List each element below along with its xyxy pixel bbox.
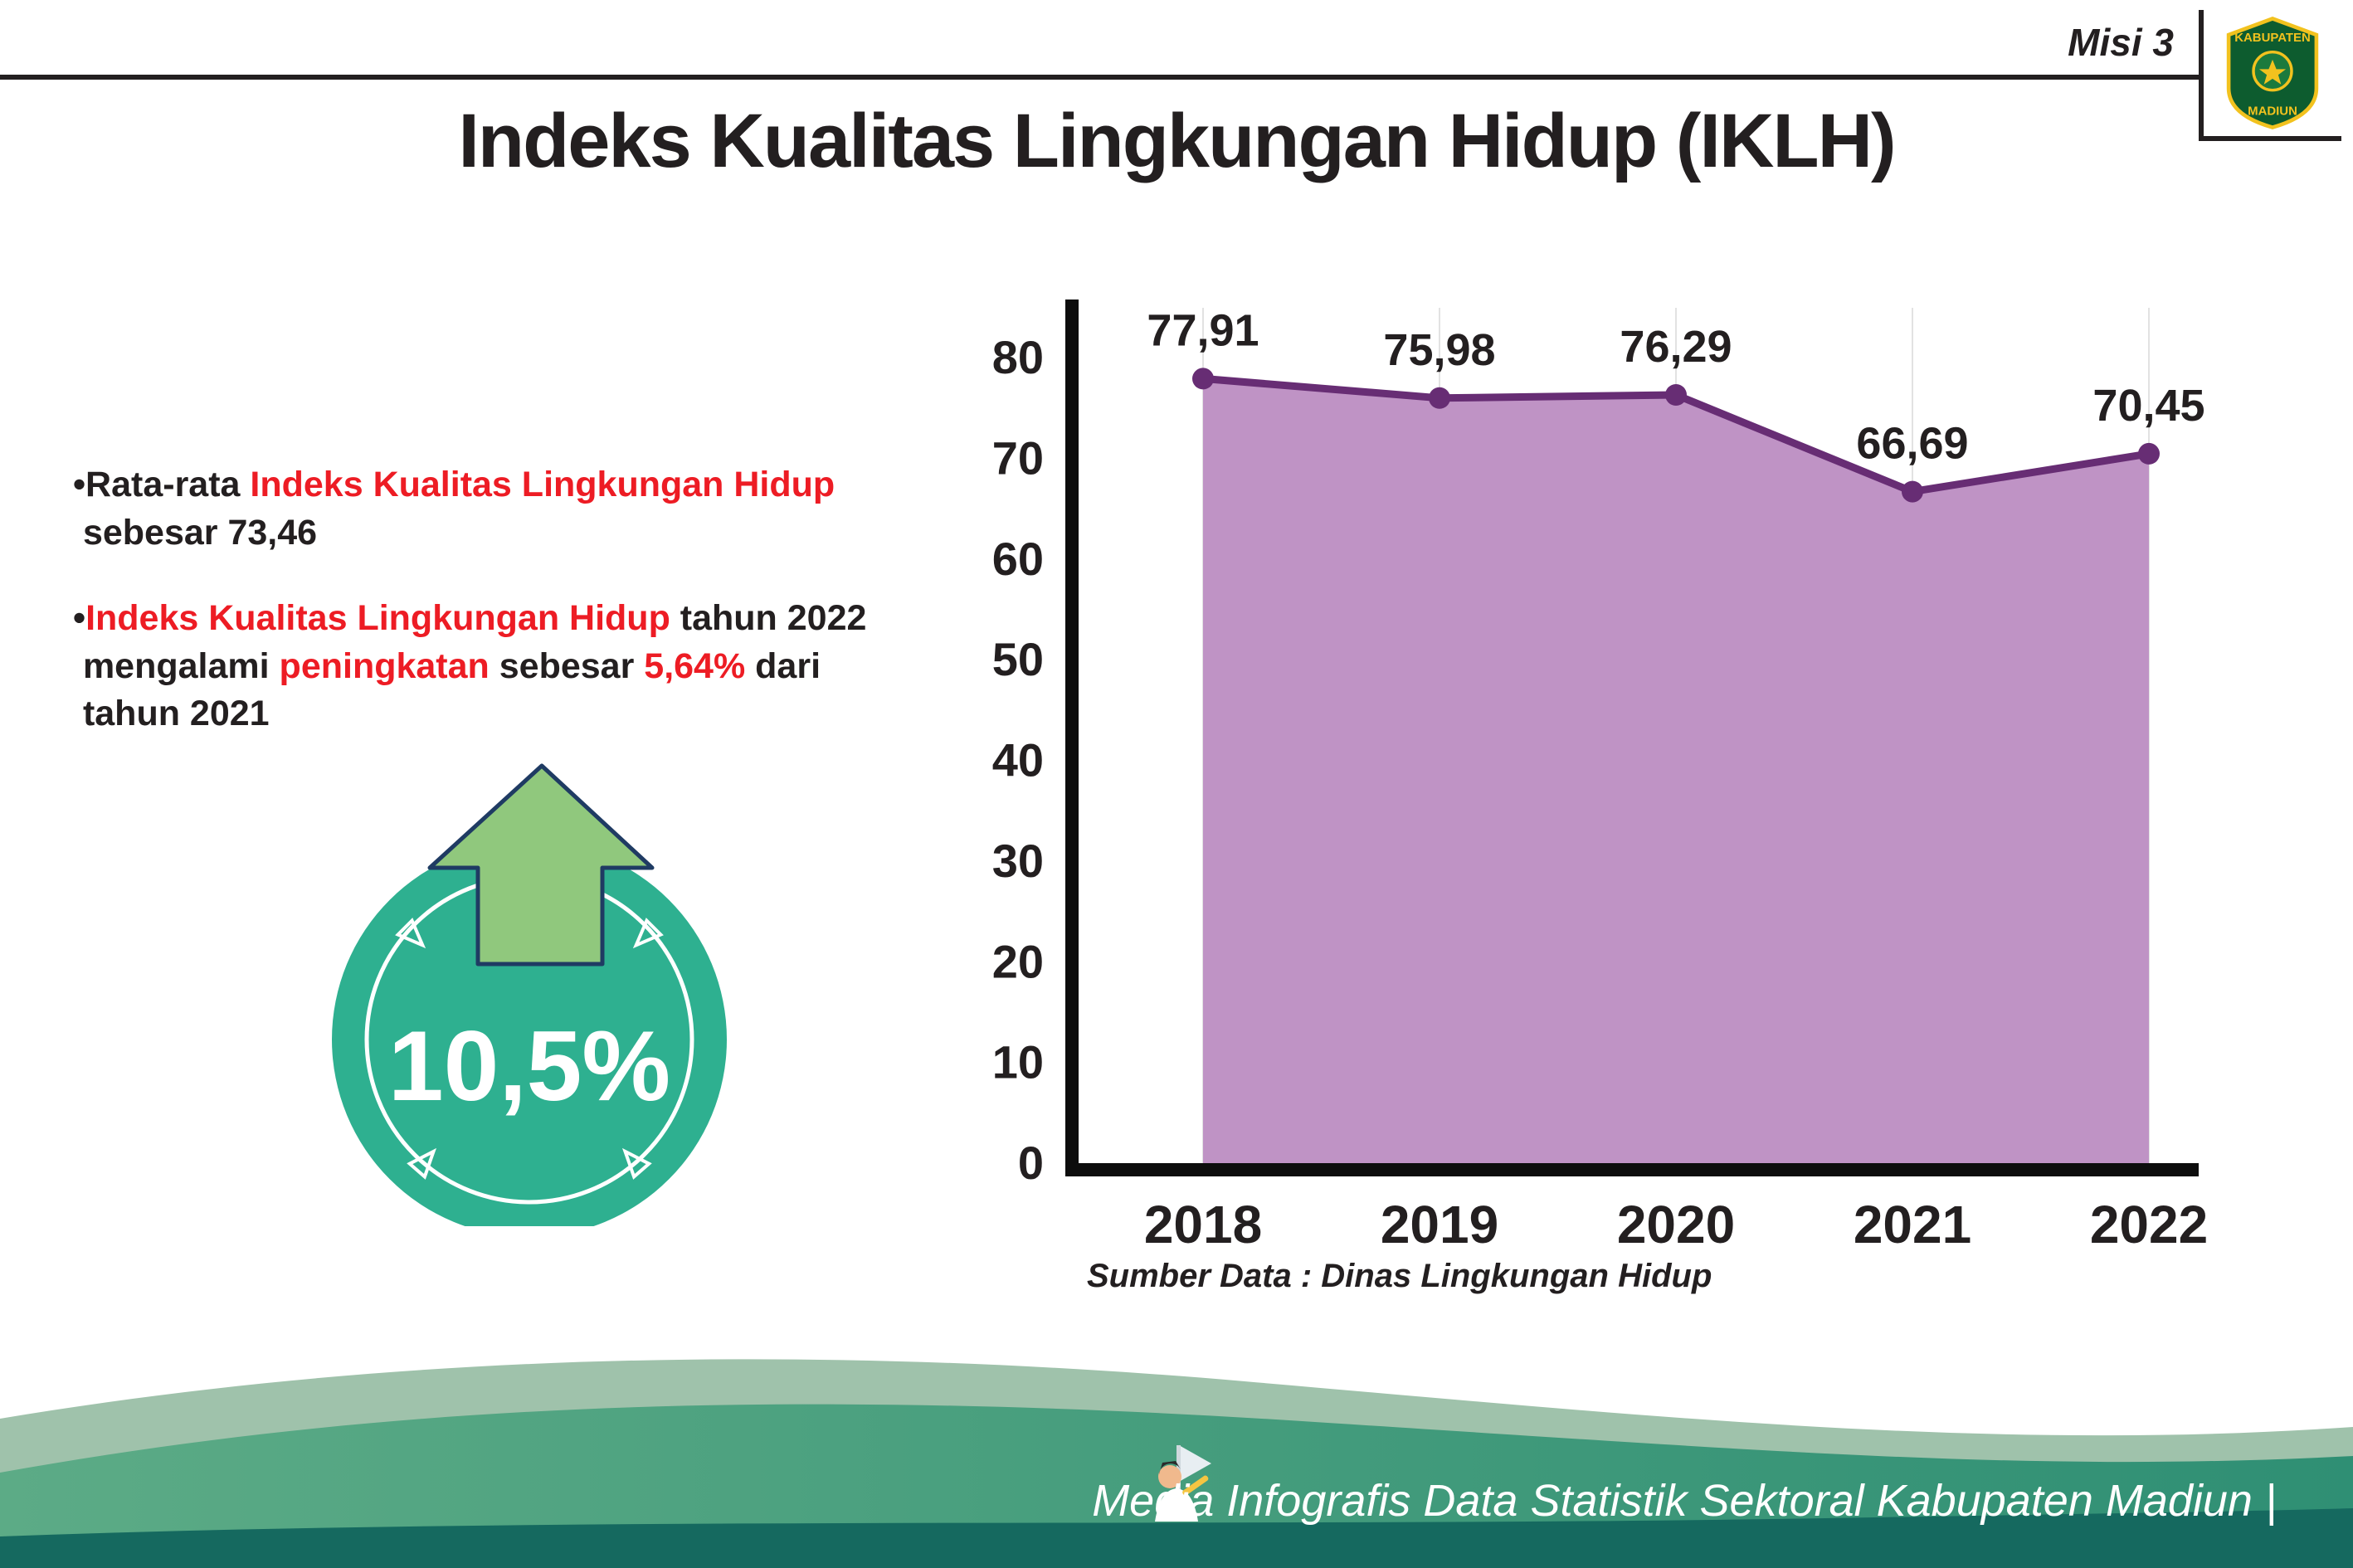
svg-text:2022: 2022 xyxy=(2090,1195,2208,1254)
svg-text:70: 70 xyxy=(992,431,1044,484)
bullet-text-segment: tahun 2022 xyxy=(670,598,867,639)
mascot-icon xyxy=(1155,1445,1211,1522)
bullet-text-segment: sebesar xyxy=(489,645,645,686)
wave-dark xyxy=(0,1508,2353,1568)
bullet-text-segment: • xyxy=(73,598,86,639)
svg-text:76,29: 76,29 xyxy=(1620,322,1732,372)
chart-source-note: Sumber Data : Dinas Lingkungan Hidup xyxy=(1087,1258,1712,1294)
footer-caption: Media Infografis Data Statistik Sektoral… xyxy=(1092,1476,2277,1526)
up-arrow-icon xyxy=(427,763,655,967)
bullet-text-segment: •Rata-rata xyxy=(73,465,251,504)
svg-text:66,69: 66,69 xyxy=(1856,419,1968,469)
badge-circle xyxy=(332,842,727,1226)
bullet-text-segment: tahun 2021 xyxy=(73,694,270,734)
svg-text:70,45: 70,45 xyxy=(2092,381,2204,431)
svg-text:2021: 2021 xyxy=(1854,1195,1971,1254)
bullet-item: •Indeks Kualitas Lingkungan Hidup tahun … xyxy=(73,595,1085,738)
bullet-text-segment: 5,64% xyxy=(644,645,746,686)
ring-notch-icon xyxy=(632,918,664,949)
chart-canvas: 77,91 75,98 76,29 66,69 70,45 0 10 20 30 40 50 60 70… xyxy=(992,299,2208,1254)
increase-badge: 10,5% xyxy=(332,763,727,1226)
svg-text:50: 50 xyxy=(992,633,1044,685)
logo-frame: KABUPATEN MADIUN xyxy=(2199,10,2341,141)
svg-text:80: 80 xyxy=(992,331,1044,383)
bullet-text-segment: dari xyxy=(745,645,821,686)
svg-text:10: 10 xyxy=(992,1036,1044,1088)
ring-notch-icon xyxy=(621,1147,652,1180)
header-rule xyxy=(0,75,2199,80)
iklh-area-chart: 77,91 75,98 76,29 66,69 70,45 0 10 20 30 40 50 60 70… xyxy=(954,274,2248,1311)
svg-text:30: 30 xyxy=(992,835,1044,887)
logo-bottom-text: MADIUN xyxy=(2248,105,2297,119)
bullet-text-segment: peningkatan xyxy=(279,645,490,686)
svg-text:77,91: 77,91 xyxy=(1147,305,1259,355)
misi-label: Misi 3 xyxy=(2068,21,2174,64)
logo-top-text: KABUPATEN xyxy=(2234,31,2311,45)
kabupaten-madiun-logo: KABUPATEN MADIUN xyxy=(2226,16,2319,129)
svg-text:2020: 2020 xyxy=(1617,1195,1735,1254)
svg-text:40: 40 xyxy=(992,734,1044,786)
svg-text:60: 60 xyxy=(992,533,1044,585)
ring-notch-icon xyxy=(395,918,426,949)
svg-text:0: 0 xyxy=(1018,1137,1044,1189)
svg-text:20: 20 xyxy=(992,935,1044,987)
bullet-text-segment: sebesar 73,46 xyxy=(73,512,318,553)
bullet-text-segment: mengalami xyxy=(73,645,280,686)
svg-text:2019: 2019 xyxy=(1381,1195,1498,1254)
svg-text:75,98: 75,98 xyxy=(1383,325,1495,375)
bullet-item: •Rata-rata Indeks Kualitas Lingkungan Hi… xyxy=(73,461,1085,557)
logo-star-icon xyxy=(2258,59,2287,85)
bullet-list: •Rata-rata Indeks Kualitas Lingkungan Hi… xyxy=(73,461,1085,738)
page-title: Indeks Kualitas Lingkungan Hidup (IKLH) xyxy=(458,99,1896,183)
svg-text:2018: 2018 xyxy=(1144,1195,1262,1254)
bullet-text-segment: Indeks Kualitas Lingkungan Hidup xyxy=(85,598,670,639)
ring-notch-icon xyxy=(407,1147,437,1180)
bullet-text-segment: Indeks Kualitas Lingkungan Hidup xyxy=(250,465,835,504)
badge-value: 10,5% xyxy=(388,1010,670,1122)
